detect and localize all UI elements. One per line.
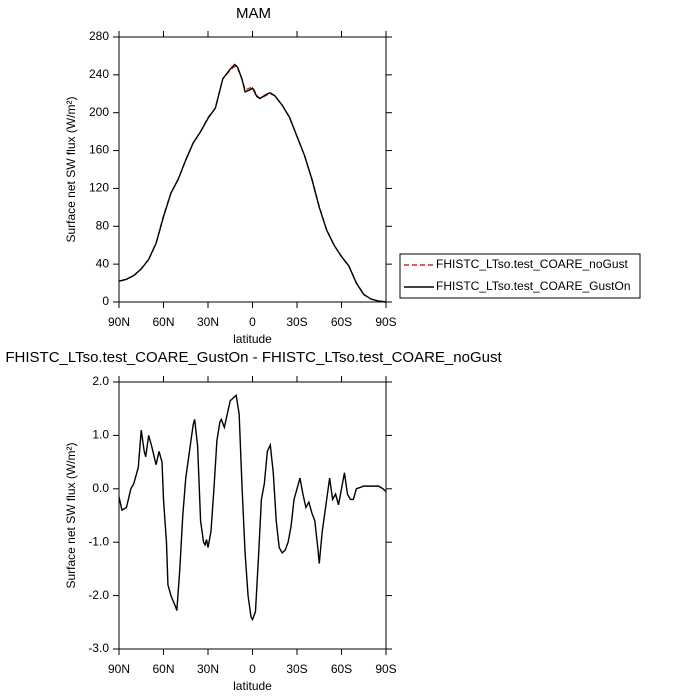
data-line — [118, 393, 387, 622]
x-tick-label: 90S — [375, 662, 396, 676]
x-tick-label: 30S — [286, 315, 307, 329]
y-tick-label: 2.0 — [92, 374, 109, 388]
legend-label: FHISTC_LTso.test_COARE_GustOn — [436, 279, 631, 293]
y-tick-label: -1.0 — [88, 534, 109, 548]
y-tick-label: 200 — [89, 105, 109, 119]
data-line — [118, 65, 387, 303]
x-tick-label: 0 — [249, 315, 256, 329]
x-tick-label: 90N — [108, 315, 130, 329]
y-tick-label: -3.0 — [88, 641, 109, 655]
y-tick-label: 80 — [96, 218, 110, 232]
x-axis-label: latitude — [233, 679, 272, 693]
chart-title: MAM — [236, 5, 271, 22]
x-tick-label: 60N — [152, 662, 174, 676]
y-axis-label: Surface net SW flux (W/m²) — [64, 442, 78, 588]
y-tick-label: 40 — [96, 256, 110, 270]
y-tick-label: 120 — [89, 181, 109, 195]
x-tick-label: 90S — [375, 315, 396, 329]
y-tick-label: 1.0 — [92, 428, 109, 442]
legend-label: FHISTC_LTso.test_COARE_noGust — [436, 257, 629, 271]
plot-frame — [118, 381, 387, 650]
x-tick-label: 30N — [197, 315, 219, 329]
legend-box — [399, 253, 641, 299]
y-axis-label: Surface net SW flux (W/m²) — [64, 96, 78, 242]
x-tick-label: 60S — [331, 315, 352, 329]
y-tick-label: 0.0 — [92, 481, 109, 495]
y-tick-label: 280 — [89, 29, 109, 43]
x-tick-label: 60N — [152, 315, 174, 329]
y-tick-label: 160 — [89, 143, 109, 157]
y-tick-label: 240 — [89, 67, 109, 81]
x-tick-label: 60S — [331, 662, 352, 676]
plot-frame — [118, 36, 387, 303]
x-tick-label: 30S — [286, 662, 307, 676]
x-tick-label: 90N — [108, 662, 130, 676]
x-tick-label: 30N — [197, 662, 219, 676]
x-tick-label: 0 — [249, 662, 256, 676]
chart-title: FHISTC_LTso.test_COARE_GustOn - FHISTC_L… — [5, 349, 502, 366]
x-axis-label: latitude — [233, 332, 272, 346]
data-line — [118, 63, 387, 303]
y-tick-label: -2.0 — [88, 588, 109, 602]
y-tick-label: 0 — [102, 294, 109, 308]
